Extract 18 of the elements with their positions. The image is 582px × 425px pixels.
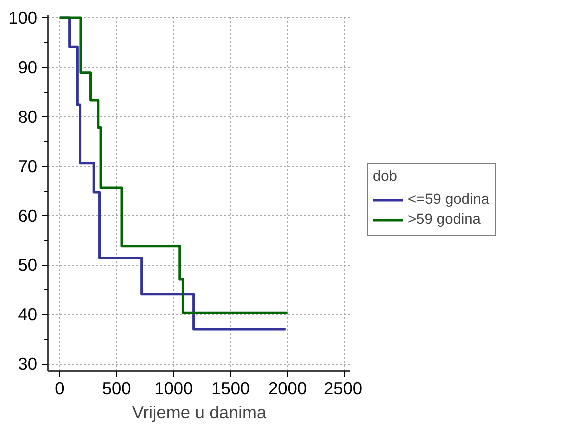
- legend-label: <=59 godina: [408, 192, 490, 208]
- y-tick-label: 70: [18, 156, 38, 176]
- y-tick-label: 100: [8, 8, 38, 28]
- legend-label: >59 godina: [408, 212, 481, 228]
- x-tick-label: 2000: [268, 378, 308, 398]
- y-tick-label: 60: [18, 206, 38, 226]
- x-tick-label: 2500: [324, 378, 363, 398]
- y-tick-label: 40: [18, 304, 38, 325]
- x-axis-title: Vrijeme u danima: [132, 402, 267, 422]
- y-tick-label: 80: [18, 106, 38, 127]
- y-tick-label: 90: [18, 57, 38, 78]
- y-tick-label: 50: [18, 255, 38, 276]
- x-tick-label: 1000: [154, 378, 194, 398]
- x-tick-label: 500: [102, 378, 132, 398]
- x-tick-label: 0: [55, 378, 65, 398]
- y-tick-label: 30: [18, 354, 38, 374]
- legend-title: dob: [373, 169, 398, 185]
- x-tick-label: 1500: [212, 378, 250, 398]
